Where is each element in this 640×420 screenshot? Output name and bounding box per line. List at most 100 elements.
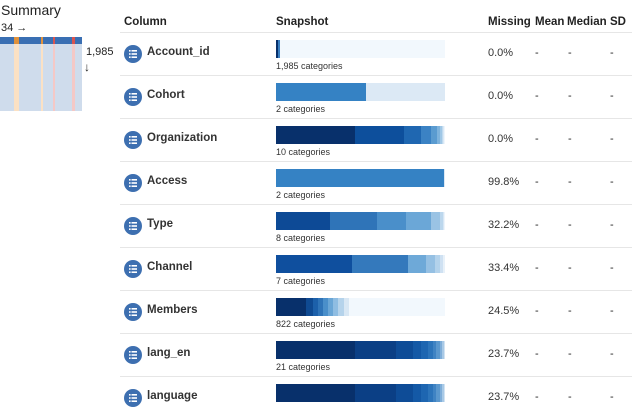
mean-value: - [535,391,539,403]
category-segment [277,40,281,58]
mean-value: - [535,90,539,102]
mean-value: - [535,305,539,317]
table-row[interactable]: Members 822 categories 24.5% - - - [120,290,632,334]
category-segment [441,126,444,144]
categorical-list-icon [124,260,142,278]
table-row[interactable]: Channel 7 categories 33.4% - - - [120,247,632,291]
median-value: - [568,176,572,188]
category-segment [433,341,437,359]
sd-value: - [610,262,614,274]
minimap-column [52,37,56,111]
category-segment [338,298,344,316]
category-segment [355,126,405,144]
category-count: 822 categories [276,319,336,329]
minimap-column [69,37,73,111]
category-segment [442,341,445,359]
minimap-column [4,37,8,111]
header-sd[interactable]: SD [610,16,626,28]
category-segment [407,255,427,273]
categorical-list-icon [124,88,142,106]
mean-value: - [535,348,539,360]
category-segment [323,298,329,316]
missing-value: 99.8% [488,176,520,188]
median-value: - [568,90,572,102]
minimap-column [14,37,17,111]
summary-panel: Summary [0,0,118,20]
category-segment [412,384,422,402]
header-mean[interactable]: Mean [535,16,565,28]
category-segment [395,384,413,402]
category-segment [444,384,445,402]
category-segment [431,126,437,144]
missing-value: 0.0% [488,133,514,145]
category-segment [443,212,445,230]
minimap-column [31,37,34,111]
header-missing[interactable]: Missing [488,16,531,28]
missing-value: 32.2% [488,219,520,231]
snapshot-bar [276,212,445,230]
header-median[interactable]: Median [567,16,607,28]
minimap-column [67,37,70,111]
category-segment [428,384,434,402]
category-segment [328,298,334,316]
category-segment [318,298,324,316]
category-segment [348,298,445,316]
table-row[interactable]: Account_id 1,985 categories 0.0% - - - [120,32,632,76]
minimap-column [28,37,32,111]
category-segment [276,126,356,144]
category-segment [280,40,445,58]
median-value: - [568,133,572,145]
snapshot-bar [276,298,445,316]
category-segment [276,169,445,187]
minimap-column [0,37,3,111]
column-name: Account_id [147,46,210,58]
category-segment [412,341,422,359]
minimap-column [33,37,37,111]
column-name: Channel [147,261,193,273]
category-segment [434,255,440,273]
category-segment [442,384,445,402]
table-row[interactable]: language 23.7% - - - [120,376,632,420]
snapshot-bar [276,83,445,101]
minimap-column [50,37,53,111]
header-column[interactable]: Column [124,16,167,28]
table-row[interactable]: Type 8 categories 32.2% - - - [120,204,632,248]
category-segment [333,298,339,316]
column-name: Type [147,218,173,230]
minimap-column [7,37,10,111]
snapshot-bar [276,40,445,58]
category-segment [444,126,445,144]
table-row[interactable]: lang_en 21 categories 23.7% - - - [120,333,632,377]
category-segment [352,255,408,273]
categorical-list-icon [124,131,142,149]
median-value: - [568,47,572,59]
median-value: - [568,219,572,231]
category-count: 7 categories [276,276,326,286]
mean-value: - [535,219,539,231]
column-name: Members [147,304,198,316]
category-count: 10 categories [276,147,331,157]
categorical-list-icon [124,217,142,235]
minimap-column [36,37,39,111]
table-header: Column Snapshot Missing Mean Median SD [0,16,640,32]
sd-value: - [610,305,614,317]
columns-count: 34 → [1,22,28,34]
category-segment [365,83,445,101]
category-segment [426,255,435,273]
header-snapshot[interactable]: Snapshot [276,16,329,28]
category-segment [306,298,314,316]
table-row[interactable]: Access 2 categories 99.8% - - - [120,161,632,205]
minimap-column [43,37,46,111]
minimap-column [45,37,49,111]
category-segment [276,341,356,359]
snapshot-bar [276,341,445,359]
table-row[interactable]: Cohort 2 categories 0.0% - - - [120,75,632,119]
table-row[interactable]: Organization 10 categories 0.0% - - - [120,118,632,162]
category-segment [355,341,396,359]
mean-value: - [535,47,539,59]
snapshot-bar [276,126,445,144]
category-segment [439,384,443,402]
category-segment [443,255,445,273]
categorical-list-icon [124,45,142,63]
minimap-column [55,37,58,111]
